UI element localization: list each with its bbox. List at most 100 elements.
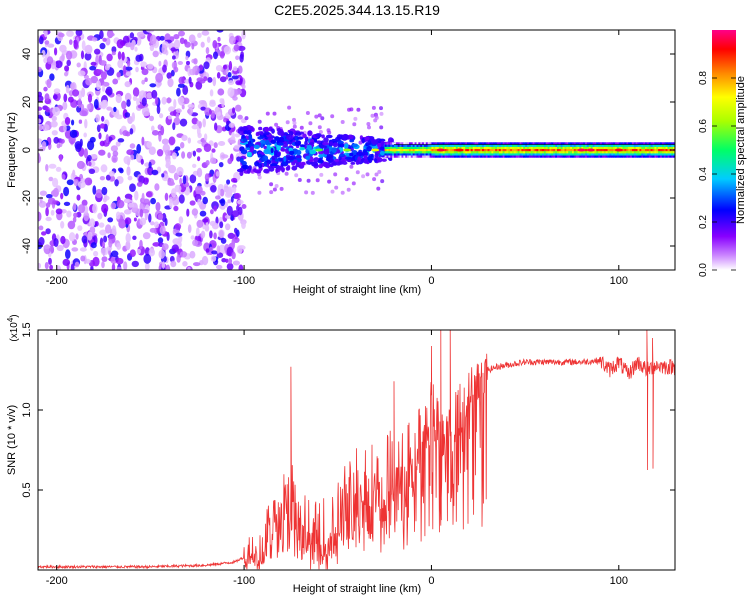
- spectrogram-cell: [521, 148, 524, 152]
- spectrogram-cell: [534, 146, 537, 149]
- spectrogram-cell: [472, 153, 475, 156]
- spectrogram-cell: [81, 235, 88, 244]
- spectrogram-cell: [356, 151, 363, 157]
- spectrogram-cell: [431, 151, 434, 154]
- spectrogram-cell: [395, 144, 398, 147]
- spectrogram-cell: [667, 144, 670, 147]
- spectrogram-cell: [414, 146, 417, 149]
- spectrogram-cell: [371, 105, 376, 110]
- spectrogram-cell: [508, 144, 511, 147]
- spectrogram-cell: [551, 144, 554, 147]
- spectrogram-cell: [643, 142, 646, 145]
- spectrogram-cell: [55, 60, 63, 69]
- spectrogram-cell: [422, 144, 425, 147]
- spectrogram-cell: [502, 153, 505, 156]
- spectrogram-cell: [641, 155, 644, 158]
- spectrogram-cell: [485, 148, 488, 152]
- spectrogram-cell: [654, 148, 657, 152]
- spectrogram-cell: [455, 148, 464, 152]
- spectrogram-cell: [173, 205, 179, 212]
- spectrogram-cell: [579, 146, 582, 149]
- spectrogram-cell: [669, 144, 672, 147]
- spectrogram-cell: [234, 227, 238, 234]
- spectrogram-cell: [72, 202, 77, 211]
- spectrogram-cell: [665, 146, 668, 149]
- spectrogram-cell: [297, 136, 304, 140]
- spectrogram-cell: [418, 142, 421, 145]
- spectrogram-cell: [573, 148, 576, 152]
- spectrogram-cell: [210, 185, 217, 193]
- spectrogram-cell: [665, 148, 668, 152]
- spectrogram-cell: [590, 142, 593, 145]
- spectrogram-cell: [590, 151, 593, 154]
- spectrogram-cell: [46, 194, 53, 199]
- spectrogram-cell: [395, 153, 398, 156]
- spectrogram-cell: [654, 144, 657, 147]
- spectrogram-cell: [55, 208, 63, 215]
- spectrogram-cell: [517, 148, 520, 152]
- spectrogram-cell: [215, 65, 223, 72]
- spectrogram-cell: [489, 153, 492, 156]
- spectrogram-cell: [60, 221, 65, 229]
- spectrogram-cell: [437, 144, 440, 147]
- spectrogram-cell: [48, 163, 57, 169]
- spectrogram-cell: [101, 261, 105, 269]
- spectrogram-cell: [185, 55, 189, 61]
- spectrogram-cell: [317, 113, 322, 118]
- spectrogram-cell: [568, 155, 571, 158]
- spectrogram-cell: [269, 190, 274, 195]
- spectrogram-cell: [46, 56, 54, 65]
- spectrogram-cell: [79, 247, 87, 252]
- spectrogram-cell: [44, 93, 50, 102]
- spectrogram-cell: [240, 149, 248, 155]
- spectrogram-cell: [564, 148, 567, 152]
- spectrogram-cell: [433, 148, 436, 152]
- spectrogram-cell: [635, 155, 638, 158]
- spectrogram-cell: [577, 146, 580, 149]
- spectrogram-cell: [403, 144, 406, 147]
- spectrogram-cell: [399, 144, 402, 147]
- spectrogram-cell: [274, 184, 279, 188]
- spectrogram-cell: [673, 144, 675, 147]
- spectrogram-cell: [425, 142, 428, 145]
- spectrogram-cell: [121, 51, 125, 61]
- spectrogram-cell: [654, 146, 657, 149]
- spectrogram-ylabel: Frequency (Hz): [6, 112, 18, 188]
- spectrogram-cell: [226, 179, 231, 185]
- spectrogram-cell: [468, 144, 472, 147]
- spectrogram-cell: [635, 142, 638, 145]
- spectrogram-cell: [326, 128, 331, 133]
- spectrogram-cell: [478, 153, 481, 156]
- spectrogram-cell: [592, 151, 595, 154]
- spectrogram-cell: [667, 146, 670, 149]
- spectrogram-cell: [331, 147, 337, 153]
- spectrogram-cell: [461, 142, 464, 145]
- spectrogram-cell: [314, 114, 319, 119]
- spectrogram-cell: [282, 142, 289, 148]
- spectrogram-cell: [528, 153, 532, 156]
- spectrogram-cell: [450, 151, 453, 154]
- spectrogram-cell: [467, 142, 470, 145]
- spectrogram-cell: [399, 146, 402, 149]
- spectrogram-cell: [241, 84, 246, 90]
- spectrogram-cell: [276, 127, 282, 132]
- spectrogram-cell: [197, 198, 202, 206]
- spectrogram-cell: [618, 153, 621, 156]
- spectrogram-cell: [446, 148, 449, 152]
- spectrogram-cell: [510, 155, 513, 158]
- spectrogram-cell: [388, 146, 391, 149]
- spectrogram-cell: [403, 155, 406, 158]
- spectrogram-cell: [523, 148, 526, 152]
- spectrogram-cell: [442, 151, 445, 154]
- spectrogram-cell: [530, 155, 533, 158]
- spectrogram-cell: [468, 146, 472, 149]
- spectrogram-cell: [386, 142, 389, 145]
- spectrogram-cell: [483, 155, 487, 158]
- spectrogram-cell: [461, 146, 464, 149]
- spectrogram-cell: [440, 144, 443, 147]
- spectrogram-cell: [45, 106, 50, 113]
- spectrogram-cell: [134, 190, 139, 201]
- spectrogram-cell: [467, 155, 470, 158]
- spectrogram-cell: [157, 213, 164, 221]
- spectrogram-cell: [218, 162, 224, 168]
